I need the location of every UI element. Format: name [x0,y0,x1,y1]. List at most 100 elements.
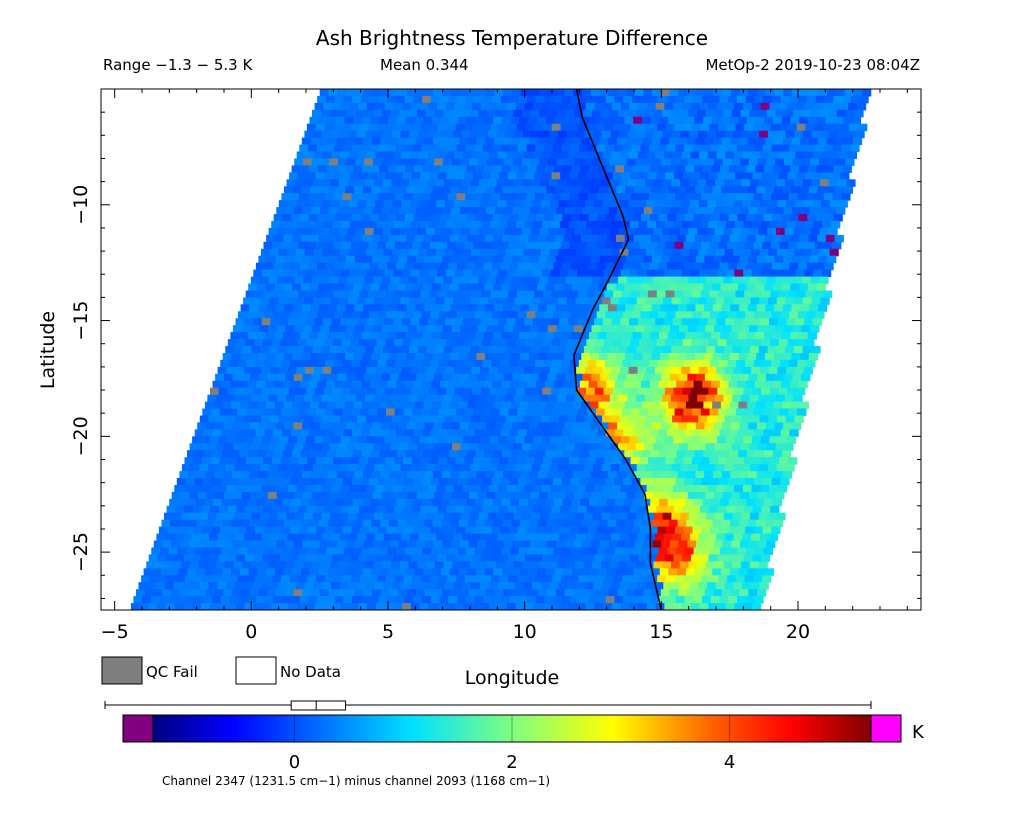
heatmap-cell [397,519,407,528]
heatmap-cell [630,172,640,180]
heatmap-cell [796,387,806,396]
heatmap-cell [411,123,422,132]
heatmap-cell [216,394,226,403]
heatmap-cell [707,366,717,375]
heatmap-cell [814,193,825,201]
heatmap-cell [206,589,216,597]
heatmap-cell [318,450,328,458]
heatmap-cell [713,255,723,264]
heatmap-cell [718,408,728,416]
heatmap-cell [297,436,307,444]
heatmap-cell [768,366,778,375]
heatmap-cell [223,373,234,382]
heatmap-cell [328,137,338,146]
heatmap-cell [442,158,453,166]
heatmap-cell [443,443,453,451]
heatmap-cell [698,200,708,208]
heatmap-cell [400,179,410,187]
heatmap-cell [518,547,528,555]
heatmap-cell [438,193,449,201]
heatmap-cell [434,325,444,333]
heatmap-cell [732,130,743,139]
heatmap-cell [360,526,370,535]
heatmap-cell [813,102,823,111]
heatmap-cell [497,318,508,326]
heatmap-cell [735,408,746,416]
heatmap-cell [298,359,309,368]
heatmap-cell [362,401,372,410]
heatmap-cell [613,526,624,535]
heatmap-cell [524,436,534,444]
heatmap-cell [423,116,433,125]
heatmap-cell [513,394,523,403]
heatmap-cell [711,332,721,340]
heatmap-cell [628,130,638,139]
heatmap-cell [744,457,754,465]
heatmap-cell [238,478,248,486]
heatmap-cell [578,290,588,298]
heatmap-cell [410,269,421,278]
heatmap-cell [294,443,304,451]
heatmap-cell [757,491,767,500]
heatmap-cell [346,540,356,548]
heatmap-cell [617,540,627,548]
heatmap-cell [664,318,674,326]
heatmap-cell [290,262,301,271]
heatmap-cell [754,478,764,486]
heatmap-cell [437,554,447,562]
heatmap-cell [494,471,504,479]
heatmap-cell [689,366,700,375]
heatmap-cell [396,547,406,555]
heatmap-cell [534,408,544,416]
heatmap-cell [243,464,253,472]
heatmap-cell [284,471,294,479]
heatmap-cell [149,575,160,583]
heatmap-cell [442,255,452,264]
heatmap-cell [352,380,362,389]
heatmap-cell [204,450,214,458]
heatmap-cell [329,325,339,333]
heatmap-cell [531,561,541,569]
heatmap-cell [261,485,271,493]
heatmap-cell [388,450,398,458]
heatmap-cell [282,547,292,555]
heatmap-cell [190,464,200,472]
heatmap-cell [554,332,564,340]
heatmap-cell [541,151,551,159]
heatmap-cell [322,485,333,493]
heatmap-cell [375,485,385,493]
heatmap-cell [470,415,481,423]
heatmap-cell [636,512,646,521]
heatmap-cell [706,346,716,354]
heatmap-cell [759,366,770,375]
heatmap-cell [532,318,543,326]
heatmap-cell [302,207,312,215]
heatmap-cell [200,533,210,542]
heatmap-cell [321,179,331,187]
heatmap-cell [796,339,806,347]
heatmap-cell [395,144,405,153]
heatmap-cell [730,255,741,264]
heatmap-cell [477,540,487,548]
heatmap-cell [590,589,601,597]
heatmap-cell [712,234,722,243]
heatmap-cell [516,339,526,347]
heatmap-cell [373,276,383,285]
heatmap-cell [556,207,566,215]
heatmap-cell [582,373,592,382]
heatmap-cell [325,359,335,368]
heatmap-cell [255,359,265,368]
heatmap-cell [271,290,282,298]
heatmap-cell [819,227,829,236]
heatmap-cell [688,227,698,236]
heatmap-cell [788,241,798,250]
heatmap-cell [476,471,486,479]
heatmap-cell [757,325,767,333]
heatmap-cell [439,311,449,319]
heatmap-cell [745,262,755,271]
heatmap-cell [322,200,332,208]
heatmap-cell [704,422,714,430]
heatmap-cell [392,318,403,326]
heatmap-cell [179,589,189,597]
heatmap-cell [461,297,472,305]
